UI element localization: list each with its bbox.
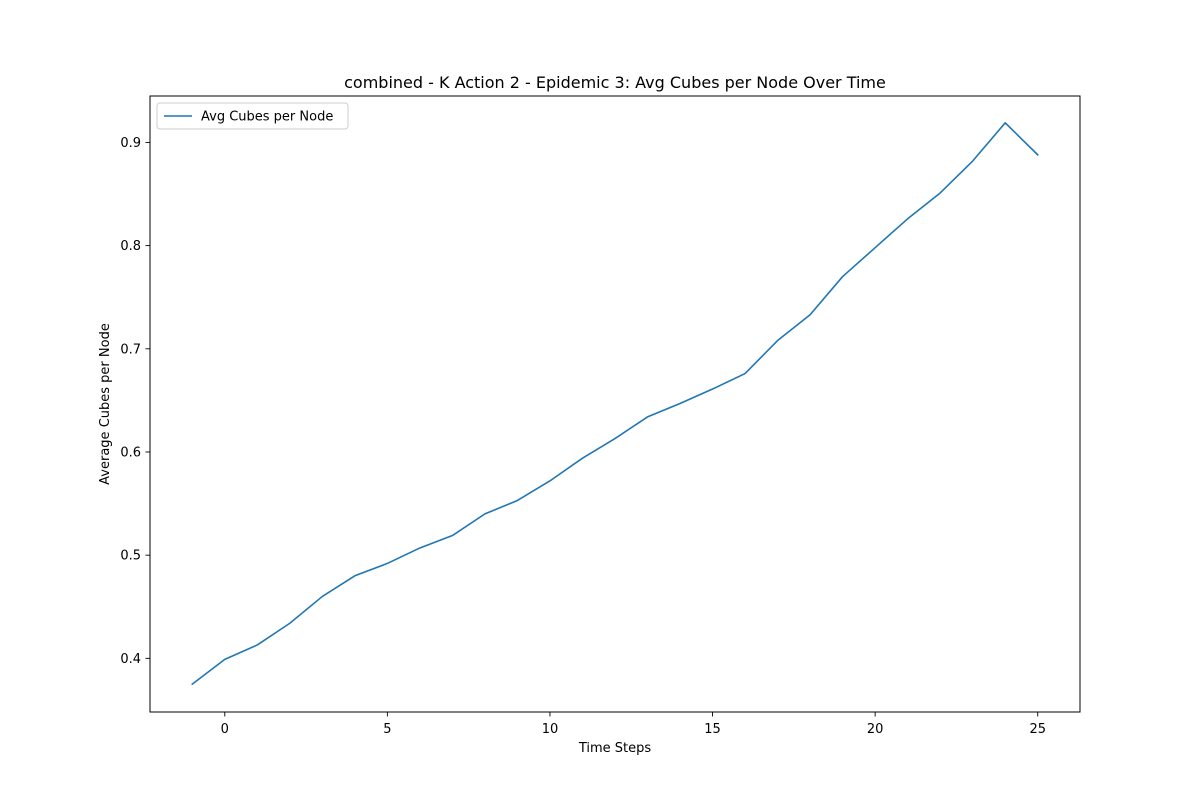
y-axis-label: Average Cubes per Node [98,323,113,485]
y-tick-label: 0.7 [120,342,141,357]
x-axis-label: Time Steps [578,741,652,756]
x-tick-label: 10 [542,722,559,737]
y-tick-label: 0.4 [120,652,141,667]
plot-area: 0 5 10 15 20 25 0.4 0.5 0.6 0.7 0.8 0.9 [120,95,1081,737]
x-tick-label: 15 [704,722,721,737]
x-tick-label: 5 [383,722,391,737]
legend-box [156,102,349,130]
x-tick-label: 20 [867,722,884,737]
x-tick-label: 0 [221,722,229,737]
chart-title: combined - K Action 2 - Epidemic 3: Avg … [344,73,886,92]
y-tick-label: 0.5 [120,549,141,564]
series-line-0 [191,122,1039,686]
y-tick-label: 0.9 [120,136,141,151]
legend-entry-label: Avg Cubes per Node [201,110,333,125]
legend: Avg Cubes per Node [156,102,349,130]
y-tick-label: 0.8 [120,239,141,254]
y-tick-label: 0.6 [120,445,141,460]
axes-frame [149,95,1081,713]
x-tick-label: 25 [1029,722,1046,737]
